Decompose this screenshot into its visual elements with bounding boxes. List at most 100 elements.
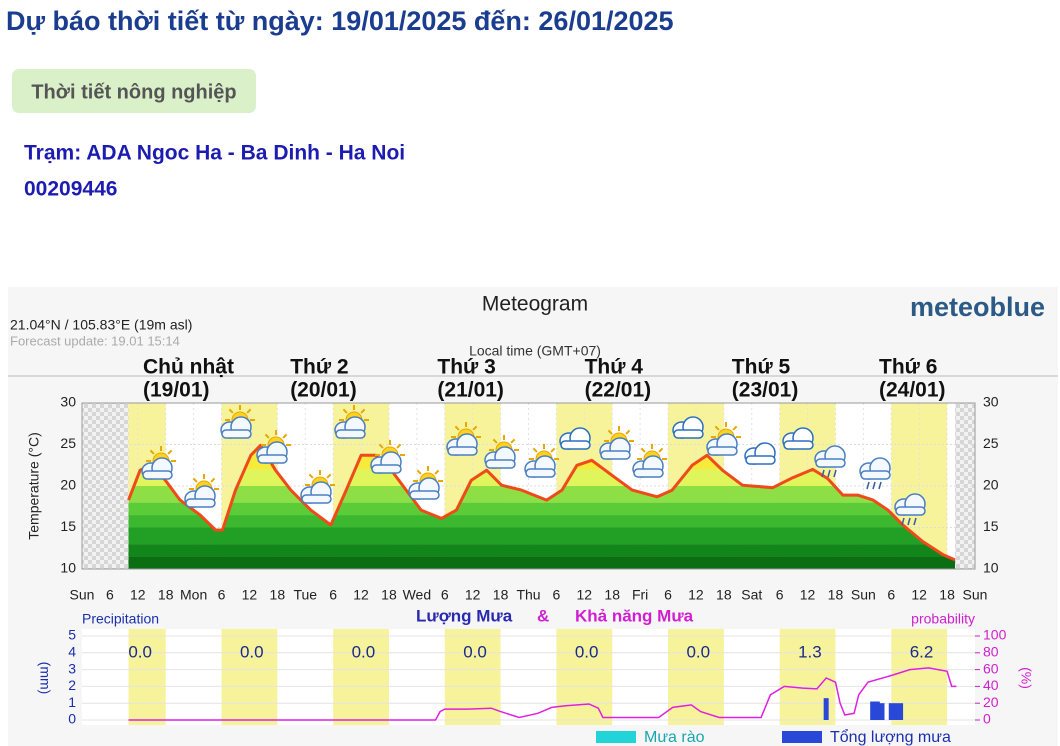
sun-ray xyxy=(246,408,252,414)
x-tick-label: 6 xyxy=(106,587,114,603)
daily-total: 0.0 xyxy=(575,642,599,661)
location: 21.04°N / 105.83°E (19m asl) xyxy=(10,317,192,333)
cloud xyxy=(335,429,366,439)
sun-ray xyxy=(342,408,348,414)
daylight xyxy=(221,629,278,725)
day-date: (21/01) xyxy=(437,379,504,402)
legend-label: Mưa rào xyxy=(644,729,705,746)
cloud xyxy=(783,440,814,450)
weather-icon xyxy=(334,405,369,439)
precip-title-secondary: Khả năng Mưa xyxy=(575,606,694,625)
daylight xyxy=(333,629,389,725)
legend-label: Tổng lượng mưa xyxy=(830,728,951,746)
temperature-band xyxy=(128,544,956,557)
sun-ray xyxy=(550,447,556,453)
x-tick-label: Thu xyxy=(516,587,540,603)
weather-icon xyxy=(706,422,741,456)
legend-swatch xyxy=(782,731,822,743)
sun-ray xyxy=(396,443,402,449)
weather-icon xyxy=(672,416,704,439)
x-tick-label: 6 xyxy=(776,587,784,603)
sun-ray xyxy=(167,449,173,455)
x-tick-label: Sat xyxy=(741,587,762,603)
weather-icon xyxy=(599,426,634,460)
weather-icon xyxy=(632,444,667,478)
sun-ray xyxy=(492,438,498,444)
precip-bar xyxy=(898,703,904,720)
cloud xyxy=(745,455,776,465)
sun-ray xyxy=(658,447,664,453)
y2-tick-label: 40 xyxy=(983,677,999,693)
sun-ray xyxy=(210,477,216,483)
daily-total: 1.3 xyxy=(798,642,822,661)
x-tick-label: 18 xyxy=(828,587,844,603)
x-tick-label: 12 xyxy=(465,587,481,603)
sun-ray xyxy=(510,438,516,444)
sun-ray xyxy=(149,449,155,455)
x-tick-label: 18 xyxy=(604,587,620,603)
day-name: Thứ 5 xyxy=(732,356,791,379)
cloud xyxy=(815,458,846,468)
no-data xyxy=(82,403,129,569)
x-tick-label: 12 xyxy=(911,587,927,603)
weather-icon xyxy=(484,435,519,469)
y-tick-label: 30 xyxy=(60,394,76,410)
sun-ray xyxy=(378,443,384,449)
weather-icon xyxy=(782,427,814,450)
day-name: Thứ 2 xyxy=(290,356,348,379)
sun-ray xyxy=(454,425,460,431)
day-date: (24/01) xyxy=(879,379,946,402)
cloud xyxy=(301,494,332,504)
daily-total: 0.0 xyxy=(240,642,264,661)
daily-total: 0.0 xyxy=(352,642,376,661)
precip-background xyxy=(82,629,975,725)
day-date: (22/01) xyxy=(585,379,652,402)
x-tick-label: 12 xyxy=(688,587,704,603)
meteogram: Chủ nhật(19/01) Thứ 2(20/01) Thứ 3(21/01) T… xyxy=(26,356,1035,746)
cloud xyxy=(447,446,478,456)
weather-icon xyxy=(894,493,926,526)
precip-bar xyxy=(893,703,899,720)
cloud xyxy=(142,470,173,480)
y-tick-label: 20 xyxy=(983,477,999,493)
x-tick-label: Sun xyxy=(963,587,988,603)
x-tick-label: 6 xyxy=(441,587,449,603)
precip-bar xyxy=(879,703,885,720)
tab-label[interactable]: Thời tiết nông nghiệp xyxy=(31,81,236,103)
tab[interactable] xyxy=(12,69,256,113)
x-tick-label: Sun xyxy=(851,587,876,603)
y2-tick-label: 80 xyxy=(983,644,999,660)
cloud xyxy=(221,429,252,439)
station-name: Trạm: ADA Ngoc Ha - Ba Dinh - Ha Noi xyxy=(24,142,405,165)
x-tick-label: 18 xyxy=(381,587,397,603)
daily-total: 0.0 xyxy=(686,642,710,661)
sun-ray xyxy=(326,473,332,479)
rain xyxy=(827,469,831,478)
rain xyxy=(878,481,882,490)
x-tick-label: 12 xyxy=(800,587,816,603)
probability-line xyxy=(128,667,957,721)
page-title: Dự báo thời tiết từ ngày: 19/01/2025 đến… xyxy=(6,6,674,36)
weather-icon xyxy=(141,446,176,480)
cloud xyxy=(895,506,926,516)
sun-ray xyxy=(416,469,422,475)
cloud xyxy=(560,440,591,450)
weather-icon xyxy=(559,427,591,450)
meteogram-title: Meteogram xyxy=(482,293,588,316)
x-tick-label: 12 xyxy=(242,587,258,603)
y-tick-label: 0 xyxy=(68,711,76,727)
x-tick-label: 18 xyxy=(939,587,955,603)
precip-title: Lượng Mưa xyxy=(416,606,513,625)
cloud xyxy=(673,429,704,439)
x-tick-label: Tue xyxy=(293,587,317,603)
x-tick-label: Wed xyxy=(403,587,432,603)
sun-ray xyxy=(308,473,314,479)
temperature-band xyxy=(128,502,956,516)
x-tick-label: 6 xyxy=(887,587,895,603)
sun-ray xyxy=(228,408,234,414)
y-tick-label: 30 xyxy=(983,394,999,410)
sun-ray xyxy=(434,469,440,475)
cloud xyxy=(525,468,556,478)
weather-icon xyxy=(859,457,891,490)
